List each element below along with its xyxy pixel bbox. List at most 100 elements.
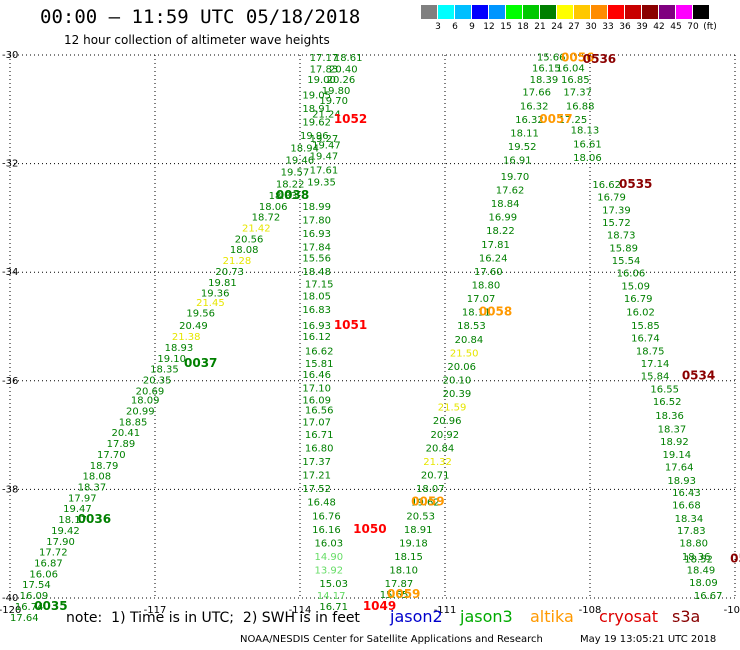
- lat-tick-label: -36: [2, 376, 18, 387]
- wave-height-value: 17.37: [563, 88, 592, 99]
- wave-height-value: 19.96: [300, 131, 329, 142]
- wave-height-value: 21.59: [438, 403, 467, 414]
- wave-height-value: 16.52: [653, 397, 682, 408]
- wave-height-value: 18.84: [491, 199, 520, 210]
- credit-line: NOAA/NESDIS Center for Satellite Applica…: [240, 634, 543, 645]
- wave-height-value: 16.88: [566, 101, 595, 112]
- color-scale-label: 24: [551, 22, 563, 32]
- wave-height-value: 18.35: [150, 365, 179, 376]
- wave-height-value: 18.09: [131, 396, 160, 407]
- wave-height-value: 16.71: [305, 430, 334, 441]
- wave-height-value: 18.37: [78, 482, 107, 493]
- wave-height-value: 18.17: [58, 515, 87, 526]
- wave-height-value: 20.26: [327, 75, 356, 86]
- wave-height-value: 18.99: [302, 202, 331, 213]
- wave-height-value: 20.49: [179, 321, 208, 332]
- wave-height-value: 16.71: [319, 602, 348, 613]
- wave-height-value: 17.84: [302, 242, 331, 253]
- wave-height-value: 16.93: [302, 229, 331, 240]
- wave-height-value: 16.06: [29, 569, 58, 580]
- wave-height-value: 18.93: [667, 476, 696, 487]
- wave-height-value: 15.54: [612, 256, 641, 267]
- pass-time-label: 0057: [539, 112, 572, 126]
- legend-s3a: s3a: [672, 607, 701, 626]
- wave-height-value: 15.03: [319, 579, 348, 590]
- pass-time-label: 0535: [619, 177, 652, 191]
- wave-height-value: 19.14: [663, 450, 692, 461]
- color-scale-label: 18: [517, 22, 529, 32]
- wave-height-value: 17.07: [467, 294, 496, 305]
- wave-height-value: 20.40: [329, 64, 358, 75]
- color-scale-label: 39: [636, 22, 648, 32]
- wave-height-value: 16.15: [532, 63, 561, 74]
- wave-height-value: 16.06: [617, 269, 646, 280]
- color-swatch: [642, 5, 659, 19]
- wave-height-value: 15.84: [641, 372, 670, 383]
- wave-height-value: 18.05: [302, 291, 331, 302]
- lat-tick-label: -34: [2, 267, 18, 278]
- color-scale-label: (ft): [703, 22, 717, 32]
- lon-tick-label: -117: [144, 605, 167, 616]
- wave-height-value: 20.35: [143, 376, 172, 387]
- wave-height-value: 18.36: [655, 411, 684, 422]
- page-subtitle: 12 hour collection of altimeter wave hei…: [64, 33, 330, 47]
- wave-height-value: 18.91: [302, 104, 331, 115]
- wave-height-value: 18.61: [334, 53, 363, 64]
- wave-height-value: 19.80: [322, 86, 351, 97]
- wave-height-value: 17.15: [305, 279, 334, 290]
- wave-height-value: 21.24: [312, 109, 341, 120]
- color-scale-bar: [421, 5, 727, 19]
- wave-height-value: 19.00: [307, 75, 336, 86]
- lon-tick-label: -108: [579, 605, 602, 616]
- pass-time-label: 0059: [411, 495, 444, 509]
- wave-height-value: 17.62: [496, 185, 525, 196]
- wave-height-value: 20.84: [426, 443, 455, 454]
- wave-height-value: 19.27: [310, 134, 339, 145]
- legend-cryosat: cryosat: [599, 607, 659, 626]
- wave-height-value: 18.08: [83, 472, 112, 483]
- wave-height-value: 18.92: [660, 437, 689, 448]
- color-swatch: [438, 5, 455, 19]
- wave-height-value: 18.06: [573, 153, 602, 164]
- wave-height-value: 17.70: [97, 450, 126, 461]
- wave-height-value: 19.35: [307, 177, 336, 188]
- wave-height-value: 17.66: [522, 88, 551, 99]
- color-scale-label: 9: [469, 22, 475, 32]
- wave-height-value: 21.50: [450, 348, 479, 359]
- wave-height-value: 16.09: [20, 591, 49, 602]
- wave-height-value: 21.45: [196, 298, 225, 309]
- wave-height-value: 16.91: [503, 156, 532, 167]
- wave-height-value: 19.42: [51, 526, 80, 537]
- color-swatch: [421, 5, 438, 19]
- lon-tick-label: -111: [434, 605, 457, 616]
- wave-height-value: 18.49: [687, 566, 716, 577]
- wave-height-value: 19.46: [286, 156, 315, 167]
- wave-height-value: 20.71: [421, 471, 450, 482]
- wave-height-value: 15.85: [631, 321, 660, 332]
- legend-jason2: jason2: [390, 607, 443, 626]
- wave-height-value: 20.69: [136, 386, 165, 397]
- wave-height-value: 18.52: [684, 555, 713, 566]
- color-swatch: [557, 5, 574, 19]
- wave-height-value: 18.34: [675, 514, 704, 525]
- wave-height-value: 16.68: [672, 500, 701, 511]
- pass-time-label: 0058: [479, 305, 512, 319]
- wave-height-value: 16.67: [694, 591, 723, 602]
- wave-height-value: 17.64: [10, 613, 39, 624]
- wave-height-value: 17.07: [302, 417, 331, 428]
- color-swatch: [625, 5, 642, 19]
- wave-height-value: 16.55: [650, 385, 679, 396]
- pass-time-label: 0038: [276, 188, 309, 202]
- lon-tick-label: -120: [0, 605, 21, 616]
- color-scale-labels: 3 6 9 12 15 18 21 24 27 30 33 36 39 42 45 70 (ft): [421, 22, 740, 34]
- wave-height-value: 19.47: [312, 140, 341, 151]
- wave-height-value: 18.80: [679, 538, 708, 549]
- wave-height-value: 16.76: [312, 511, 341, 522]
- color-scale-label: 3: [435, 22, 441, 32]
- wave-height-value: 19.10: [157, 354, 186, 365]
- page-title: 00:00 – 11:59 UTC 05/18/2018: [40, 6, 361, 28]
- lon-tick-label: -114: [289, 605, 312, 616]
- pass-time-label: 0056: [561, 51, 594, 65]
- wave-height-value: 16.74: [15, 602, 44, 613]
